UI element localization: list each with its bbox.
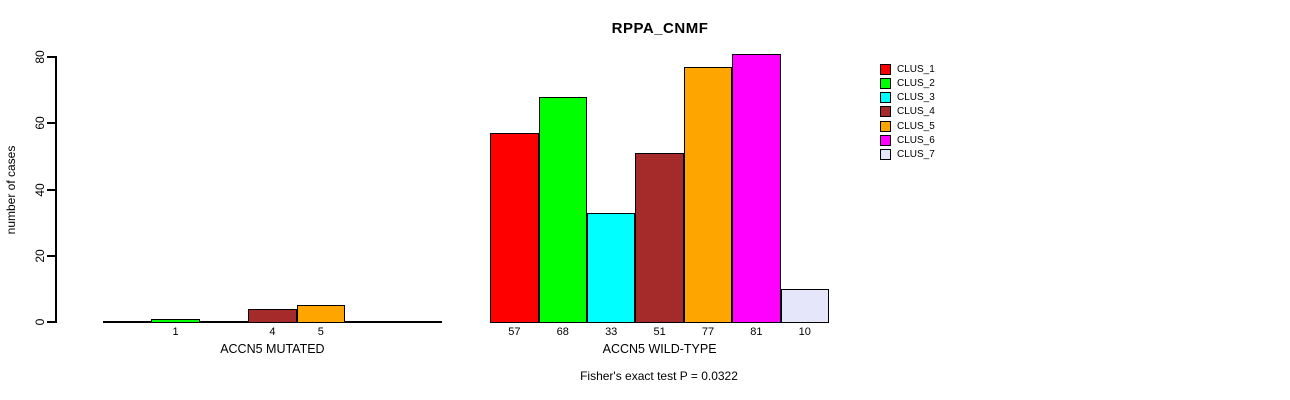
legend-swatch-clus_1: [880, 63, 891, 75]
y-tick: [47, 254, 55, 257]
legend-row: CLUS_5: [880, 119, 935, 133]
legend-row: CLUS_1: [880, 62, 935, 76]
bar-clus_1: [490, 133, 539, 323]
bar-value-label: 5: [317, 326, 324, 338]
bar-value-label: 4: [269, 326, 276, 338]
bar-clus_7: [780, 289, 829, 323]
y-tick-label: 20: [33, 249, 47, 263]
bar-value-label: 51: [653, 326, 666, 338]
bar-clus_5: [296, 305, 345, 323]
bar-clus_3: [587, 213, 636, 323]
y-tick: [47, 321, 55, 323]
legend-label: CLUS_6: [897, 134, 935, 146]
legend-label: CLUS_2: [897, 77, 935, 89]
bar-value-label: 1: [172, 326, 179, 338]
bar-value-label: 81: [750, 326, 763, 338]
legend-label: CLUS_1: [897, 63, 935, 75]
y-axis-line: [55, 56, 57, 323]
legend-label: CLUS_7: [897, 149, 935, 161]
legend-row: CLUS_4: [880, 105, 935, 119]
bar-clus_2: [538, 97, 587, 323]
legend: CLUS_1 CLUS_2 CLUS_3 CLUS_4 CLUS_5 CLUS_6 CLUS…: [880, 62, 935, 162]
legend-label: CLUS_4: [897, 106, 935, 118]
y-tick-label: 40: [33, 182, 47, 197]
legend-swatch-clus_4: [880, 106, 891, 118]
bar-value-label: 77: [701, 326, 715, 338]
bar-clus_4: [635, 153, 684, 323]
bar-clus_4: [248, 309, 297, 323]
bar-value-label: 68: [556, 326, 569, 338]
y-tick-label: 80: [33, 50, 47, 64]
bar-clus_5: [683, 67, 733, 323]
bar-clus_2: [151, 319, 200, 323]
legend-label: CLUS_3: [897, 92, 935, 104]
legend-swatch-clus_7: [880, 149, 891, 161]
bar-value-label: 10: [798, 326, 811, 338]
chart-title: RPPA_CNMF: [611, 20, 709, 37]
legend-swatch-clus_6: [880, 134, 891, 146]
legend-row: CLUS_6: [880, 133, 935, 147]
legend-row: CLUS_7: [880, 148, 935, 162]
legend-row: CLUS_2: [880, 76, 935, 90]
legend-swatch-clus_3: [880, 92, 891, 104]
bar-value-label: 57: [508, 326, 521, 338]
fisher-test-caption: Fisher's exact test P = 0.0322: [580, 369, 738, 383]
legend-label: CLUS_5: [897, 120, 935, 132]
group-label: ACCN5 WILD-TYPE: [602, 342, 717, 356]
legend-swatch-clus_2: [880, 77, 891, 89]
y-tick: [47, 56, 55, 58]
y-tick: [47, 188, 55, 191]
legend-row: CLUS_3: [880, 91, 935, 105]
bar-value-label: 33: [605, 326, 618, 338]
legend-swatch-clus_5: [880, 120, 891, 132]
y-tick-label: 0: [33, 318, 47, 326]
group-label: ACCN5 MUTATED: [220, 342, 325, 356]
bar-clus_6: [732, 54, 781, 323]
y-tick: [47, 122, 55, 125]
y-tick-label: 60: [33, 116, 47, 130]
